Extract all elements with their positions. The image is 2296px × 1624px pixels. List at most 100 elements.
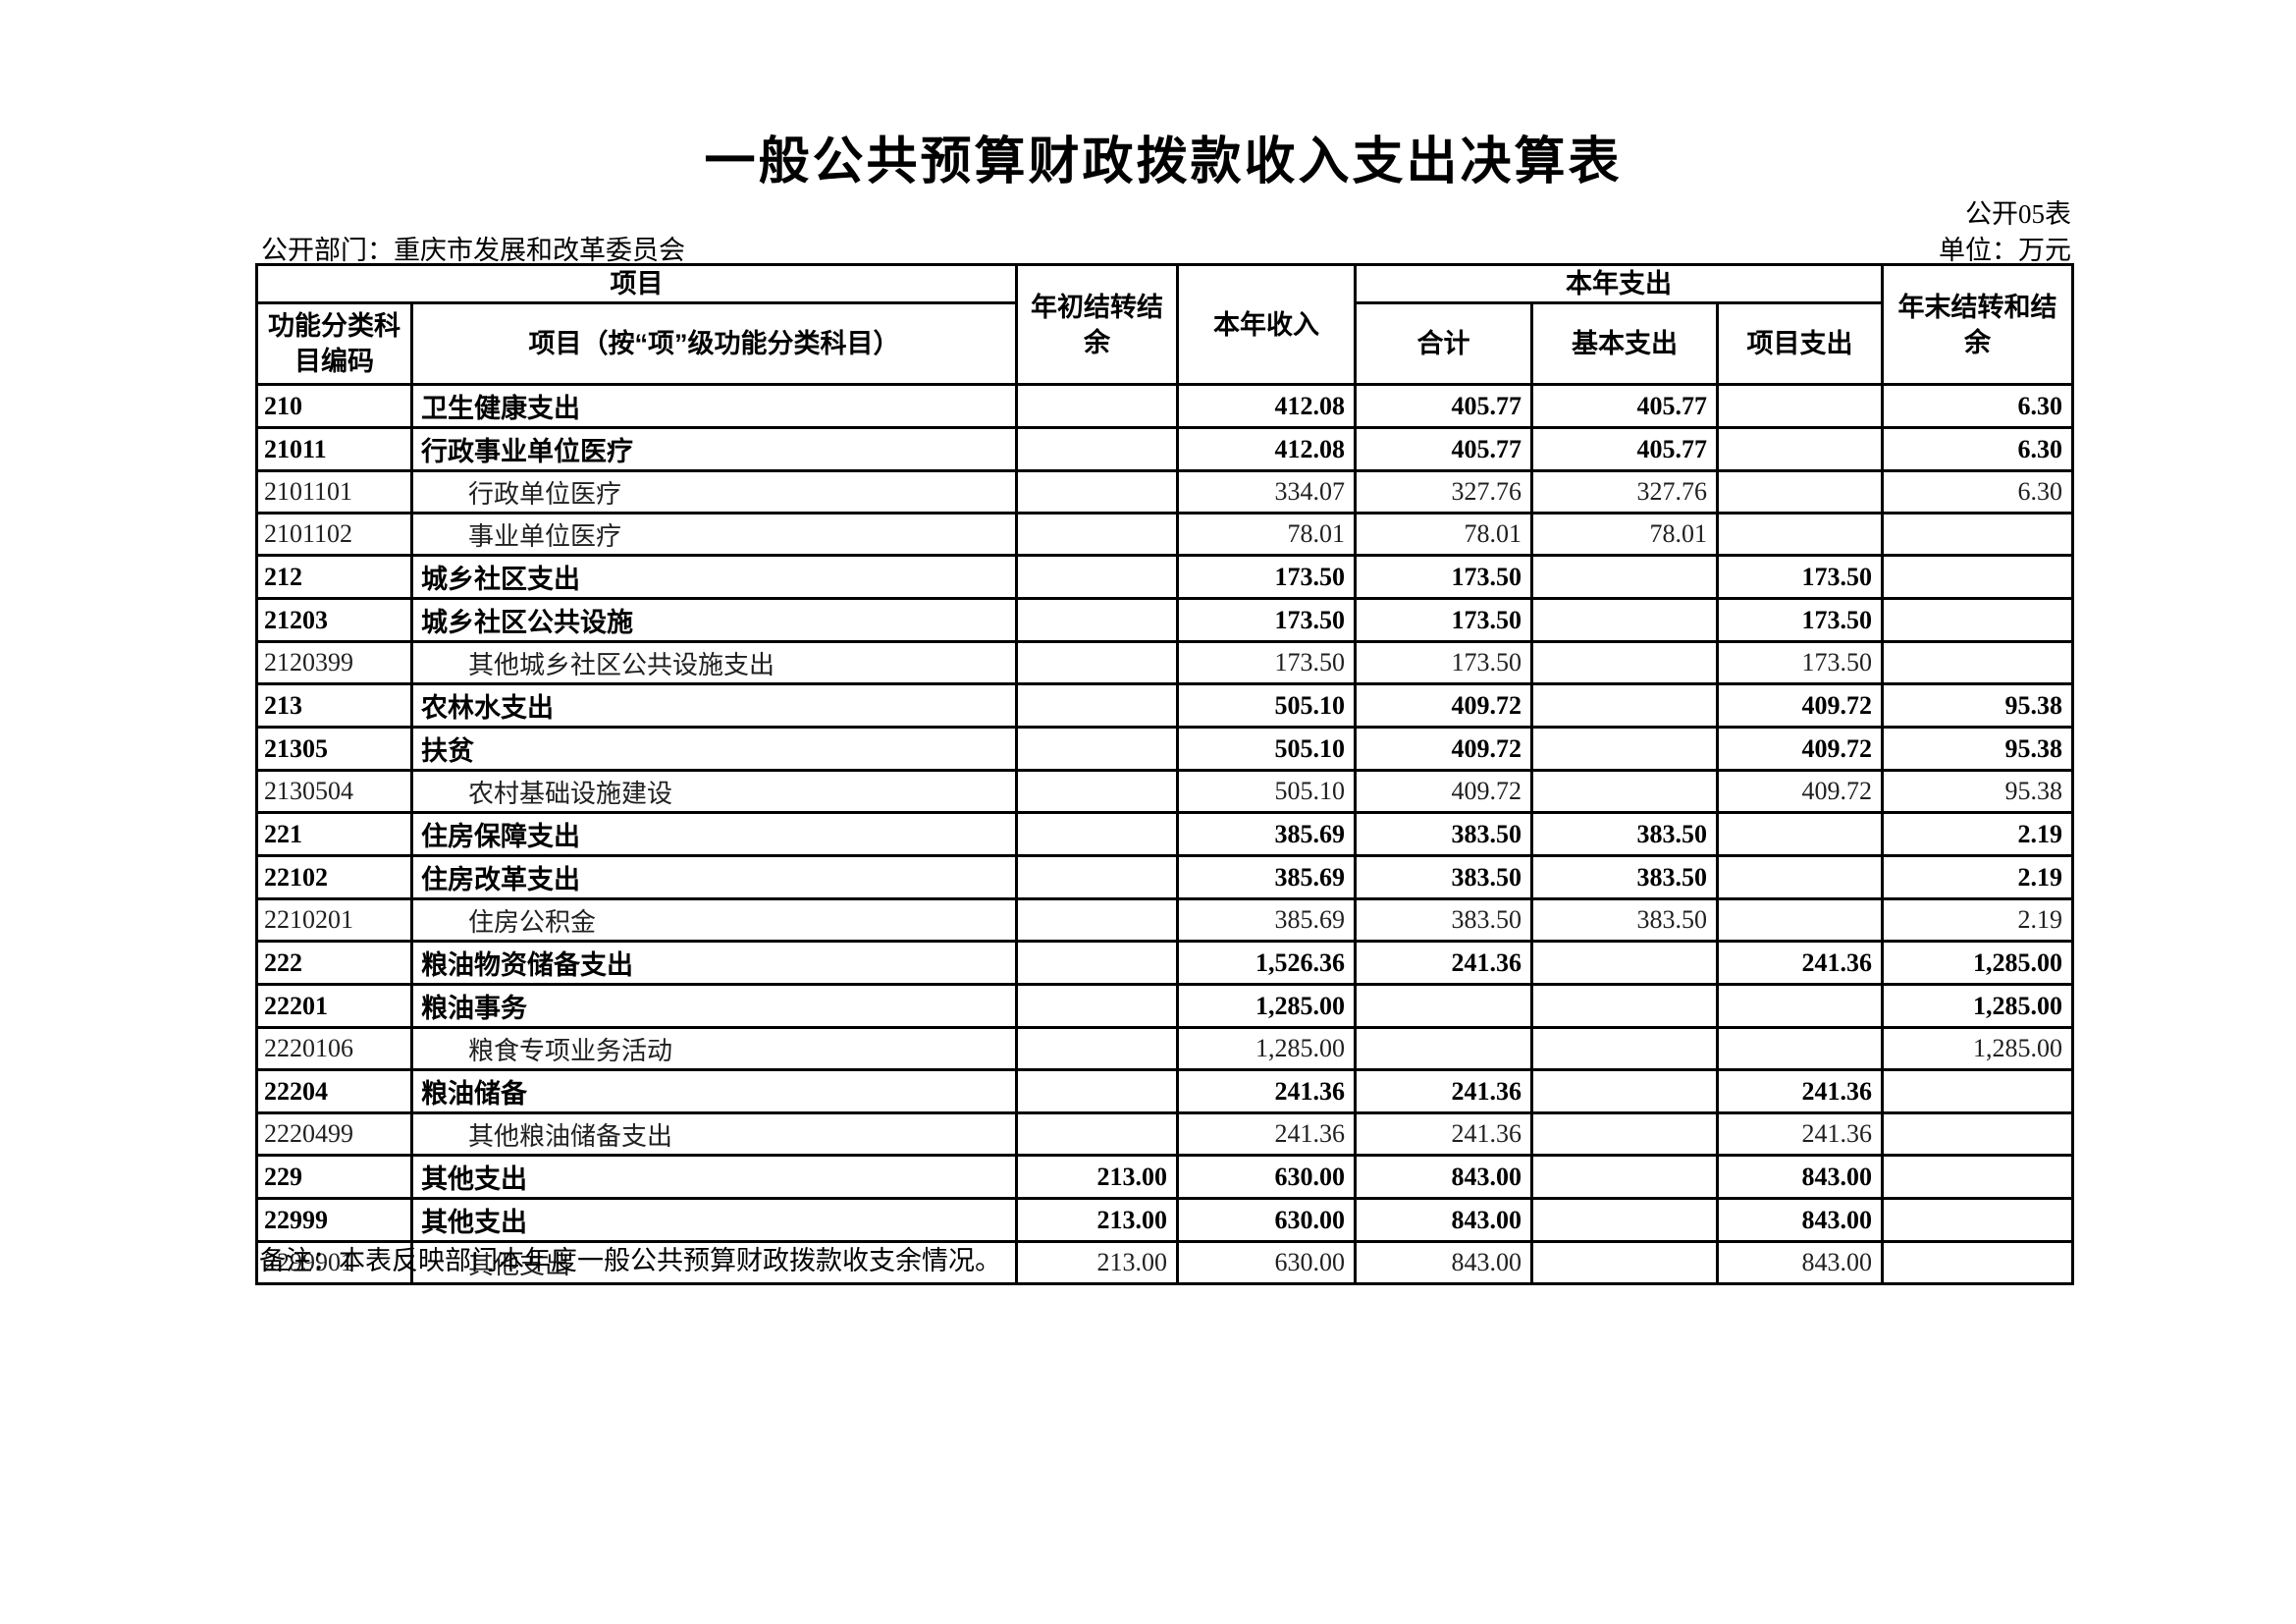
- row-name: 粮油储备: [410, 1068, 1018, 1114]
- row-code: 221: [255, 811, 413, 857]
- cell-project-expenditure: 843.00: [1715, 1240, 1885, 1285]
- cell-total: 843.00: [1354, 1240, 1533, 1285]
- table-row: 221 住房保障支出 385.69 383.50 383.50 2.19: [255, 811, 2075, 857]
- cell-project-expenditure: [1715, 854, 1885, 900]
- row-name: 其他支出: [410, 1240, 1018, 1285]
- table-row: 22999 其他支出 213.00 630.00 843.00 843.00: [255, 1197, 2075, 1243]
- table-row: 229 其他支出 213.00 630.00 843.00 843.00: [255, 1154, 2075, 1200]
- cell-closing-balance: 95.38: [1881, 682, 2075, 729]
- header-closing-balance: 年末结转和结余: [1881, 263, 2075, 386]
- cell-current-income: 78.01: [1176, 512, 1357, 557]
- cell-opening-balance: [1015, 469, 1179, 514]
- table-row: 21203 城乡社区公共设施 173.50 173.50 173.50: [255, 597, 2075, 643]
- cell-total: 241.36: [1354, 940, 1533, 986]
- row-code: 2220499: [255, 1111, 413, 1157]
- cell-basic-expenditure: 405.77: [1530, 383, 1719, 429]
- cell-basic-expenditure: 383.50: [1530, 897, 1719, 943]
- budget-table: 项目 年初结转结余 本年收入 本年支出 年末结转和结余 功能分类科目编码 项目（…: [255, 263, 2075, 1285]
- cell-closing-balance: [1881, 640, 2075, 685]
- table-body: 210 卫生健康支出 412.08 405.77 405.77 6.30 21011 行政事业…: [255, 383, 2075, 1285]
- row-name: 住房改革支出: [410, 854, 1018, 900]
- cell-closing-balance: [1881, 1111, 2075, 1157]
- cell-total: 409.72: [1354, 682, 1533, 729]
- row-code: 222: [255, 940, 413, 986]
- cell-opening-balance: [1015, 383, 1179, 429]
- row-name: 扶贫: [410, 726, 1018, 772]
- row-code: 212: [255, 554, 413, 600]
- row-name: 其他支出: [410, 1197, 1018, 1243]
- cell-project-expenditure: 843.00: [1715, 1154, 1885, 1200]
- row-code: 21011: [255, 426, 413, 472]
- cell-total: 383.50: [1354, 897, 1533, 943]
- table-row: 2120399 其他城乡社区公共设施支出 173.50 173.50 173.50: [255, 640, 2075, 685]
- cell-project-expenditure: [1715, 383, 1885, 429]
- cell-current-income: 505.10: [1176, 726, 1357, 772]
- cell-basic-expenditure: [1530, 1068, 1719, 1114]
- cell-total: 173.50: [1354, 597, 1533, 643]
- header-project-group: 项目: [255, 263, 1018, 304]
- header-expenditure-group: 本年支出: [1353, 263, 1885, 304]
- cell-closing-balance: [1881, 554, 2075, 600]
- cell-opening-balance: [1015, 940, 1179, 986]
- row-code: 21305: [255, 726, 413, 772]
- cell-opening-balance: 213.00: [1015, 1240, 1179, 1285]
- row-name: 其他城乡社区公共设施支出: [410, 640, 1018, 685]
- cell-opening-balance: [1015, 640, 1179, 685]
- cell-opening-balance: [1015, 554, 1179, 600]
- row-name: 粮食专项业务活动: [410, 1026, 1018, 1071]
- table-row: 21305 扶贫 505.10 409.72 409.72 95.38: [255, 726, 2075, 772]
- cell-project-expenditure: 173.50: [1715, 554, 1885, 600]
- cell-total: 173.50: [1354, 554, 1533, 600]
- row-code: 22999: [255, 1197, 413, 1243]
- cell-closing-balance: 6.30: [1881, 426, 2075, 472]
- table-row: 2101101 行政单位医疗 334.07 327.76 327.76 6.30: [255, 469, 2075, 514]
- cell-opening-balance: [1015, 682, 1179, 729]
- cell-project-expenditure: 409.72: [1715, 682, 1885, 729]
- cell-closing-balance: [1881, 512, 2075, 557]
- cell-total: [1354, 1026, 1533, 1071]
- cell-closing-balance: 2.19: [1881, 897, 2075, 943]
- department-label: 公开部门：重庆市发展和改革委员会: [261, 236, 685, 265]
- row-name: 其他粮油储备支出: [410, 1111, 1018, 1157]
- table-header: 项目 年初结转结余 本年收入 本年支出 年末结转和结余 功能分类科目编码 项目（…: [255, 263, 2075, 386]
- row-name: 农林水支出: [410, 682, 1018, 729]
- cell-current-income: 1,285.00: [1176, 1026, 1357, 1071]
- cell-closing-balance: 2.19: [1881, 811, 2075, 857]
- header-project-expenditure: 项目支出: [1715, 301, 1885, 386]
- cell-closing-balance: 1,285.00: [1881, 1026, 2075, 1071]
- cell-total: 241.36: [1354, 1068, 1533, 1114]
- cell-total: 78.01: [1354, 512, 1533, 557]
- cell-current-income: 505.10: [1176, 769, 1357, 814]
- table-row: 2101102 事业单位医疗 78.01 78.01 78.01: [255, 512, 2075, 557]
- row-name: 行政事业单位医疗: [410, 426, 1018, 472]
- row-code: 21203: [255, 597, 413, 643]
- cell-current-income: 173.50: [1176, 640, 1357, 685]
- header-project-item: 项目（按“项”级功能分类科目）: [410, 301, 1018, 386]
- table-row: 213 农林水支出 505.10 409.72 409.72 95.38: [255, 682, 2075, 729]
- cell-closing-balance: 2.19: [1881, 854, 2075, 900]
- cell-total: 405.77: [1354, 383, 1533, 429]
- cell-basic-expenditure: [1530, 983, 1719, 1029]
- cell-total: 409.72: [1354, 769, 1533, 814]
- table-row: 22204 粮油储备 241.36 241.36 241.36: [255, 1068, 2075, 1114]
- note: 备注：本表反映部门本年度一般公共预算财政拨款收支余情况。: [259, 1246, 1001, 1275]
- row-code: 22204: [255, 1068, 413, 1114]
- cell-project-expenditure: [1715, 811, 1885, 857]
- cell-basic-expenditure: [1530, 682, 1719, 729]
- cell-current-income: 630.00: [1176, 1197, 1357, 1243]
- cell-opening-balance: [1015, 1111, 1179, 1157]
- cell-basic-expenditure: [1530, 1111, 1719, 1157]
- cell-opening-balance: 213.00: [1015, 1197, 1179, 1243]
- cell-project-expenditure: 409.72: [1715, 726, 1885, 772]
- cell-current-income: 1,285.00: [1176, 983, 1357, 1029]
- cell-project-expenditure: 173.50: [1715, 597, 1885, 643]
- cell-total: 843.00: [1354, 1154, 1533, 1200]
- table-row: 2220106 粮食专项业务活动 1,285.00 1,285.00: [255, 1026, 2075, 1071]
- cell-closing-balance: [1881, 1240, 2075, 1285]
- row-code: 2130504: [255, 769, 413, 814]
- cell-project-expenditure: 241.36: [1715, 1111, 1885, 1157]
- page-title: 一般公共预算财政拨款收入支出决算表: [704, 134, 1623, 190]
- cell-project-expenditure: 241.36: [1715, 940, 1885, 986]
- row-code: 210: [255, 383, 413, 429]
- cell-closing-balance: 6.30: [1881, 383, 2075, 429]
